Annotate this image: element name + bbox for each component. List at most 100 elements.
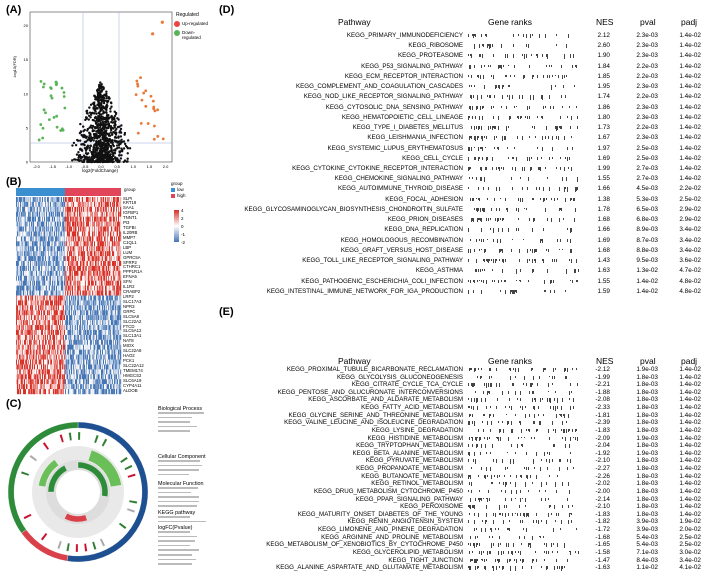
point-ns bbox=[95, 130, 97, 132]
point-ns bbox=[111, 141, 113, 143]
point-ns bbox=[73, 142, 75, 144]
point-ns bbox=[105, 91, 107, 93]
point-ns bbox=[129, 147, 131, 149]
point-ns bbox=[107, 123, 109, 125]
point-ns bbox=[82, 159, 84, 161]
point-ns bbox=[118, 131, 120, 133]
point-up bbox=[156, 135, 159, 138]
point-ns bbox=[112, 117, 114, 119]
point-ns bbox=[118, 154, 120, 156]
point-ns bbox=[97, 115, 99, 117]
point-ns bbox=[100, 99, 102, 101]
point-ns bbox=[99, 131, 101, 133]
volcano-ytick-label: 15 bbox=[24, 57, 29, 62]
heatmap-cell bbox=[120, 360, 121, 365]
volcano-xtick-label: -2.0 bbox=[33, 164, 41, 169]
volcano-ytick-label: 10 bbox=[24, 91, 29, 96]
point-ns bbox=[98, 151, 100, 153]
point-down bbox=[56, 126, 59, 129]
point-up bbox=[161, 21, 164, 24]
volcano-xtick-label: 1.0 bbox=[130, 164, 136, 169]
point-ns bbox=[102, 95, 104, 97]
point-ns bbox=[118, 160, 120, 162]
heatmap-cells bbox=[16, 197, 121, 394]
point-ns bbox=[83, 135, 85, 137]
volcano-ytick-label: 20 bbox=[24, 23, 29, 28]
point-ns bbox=[102, 160, 104, 162]
heatmap-cell bbox=[120, 276, 121, 281]
point-ns bbox=[106, 97, 108, 99]
heatmap-cell bbox=[120, 281, 121, 286]
point-ns bbox=[105, 111, 107, 113]
point-ns bbox=[82, 125, 84, 127]
point-ns bbox=[87, 152, 89, 154]
point-ns bbox=[120, 154, 122, 156]
volcano-xtick-label: -1.5 bbox=[49, 164, 57, 169]
point-ns bbox=[93, 136, 95, 138]
point-up bbox=[153, 138, 156, 141]
point-ns bbox=[86, 117, 88, 119]
point-ns bbox=[85, 152, 87, 154]
point-ns bbox=[114, 152, 116, 154]
point-ns bbox=[89, 137, 91, 139]
point-ns bbox=[110, 102, 112, 104]
point-ns bbox=[99, 91, 101, 93]
group-bar-high bbox=[65, 188, 121, 196]
point-ns bbox=[114, 124, 116, 126]
point-up bbox=[144, 105, 147, 108]
heatmap-cell bbox=[120, 291, 121, 296]
volcano-xtick-label: 2.0 bbox=[163, 164, 169, 169]
point-down bbox=[42, 86, 45, 89]
point-ns bbox=[120, 128, 122, 130]
point-ns bbox=[89, 111, 91, 113]
point-ns bbox=[95, 160, 97, 162]
point-ns bbox=[115, 137, 117, 139]
point-down bbox=[48, 118, 51, 121]
volcano-xlabel: log2(FoldChange) bbox=[82, 168, 118, 173]
point-ns bbox=[116, 144, 118, 146]
heatmap-cell bbox=[120, 222, 121, 227]
point-ns bbox=[96, 144, 98, 146]
point-ns bbox=[92, 129, 94, 131]
point-ns bbox=[91, 127, 93, 129]
point-ns bbox=[99, 135, 101, 137]
point-ns bbox=[89, 149, 91, 151]
heatmap-cell bbox=[120, 217, 121, 222]
point-up bbox=[135, 93, 138, 96]
point-ns bbox=[113, 131, 115, 133]
point-ns bbox=[98, 112, 100, 114]
point-ns bbox=[101, 128, 103, 130]
point-down bbox=[63, 91, 66, 94]
point-ns bbox=[102, 138, 104, 140]
point-ns bbox=[92, 125, 94, 127]
volcano-xtick-label: -1.0 bbox=[65, 164, 73, 169]
point-ns bbox=[98, 120, 100, 122]
point-ns bbox=[94, 150, 96, 152]
point-ns bbox=[120, 135, 122, 137]
point-ns bbox=[105, 145, 107, 147]
point-ns bbox=[98, 145, 100, 147]
heatmap-cell bbox=[120, 320, 121, 325]
point-ns bbox=[88, 132, 90, 134]
point-ns bbox=[98, 156, 100, 158]
volcano-points bbox=[38, 21, 165, 164]
point-ns bbox=[110, 129, 112, 131]
point-ns bbox=[109, 160, 111, 162]
point-ns bbox=[88, 126, 90, 128]
point-ns bbox=[109, 138, 111, 140]
point-up bbox=[136, 85, 139, 88]
heatmap-cell bbox=[120, 379, 121, 384]
point-ns bbox=[74, 158, 76, 160]
point-ns bbox=[92, 102, 94, 104]
point-ns bbox=[90, 145, 92, 147]
heatmap-cell bbox=[120, 355, 121, 360]
point-ns bbox=[96, 119, 98, 121]
point-down bbox=[40, 80, 43, 83]
heatmap-cell bbox=[120, 330, 121, 335]
point-ns bbox=[118, 125, 120, 127]
down-regulated-swatch bbox=[174, 30, 180, 36]
point-up bbox=[153, 125, 156, 128]
point-ns bbox=[102, 106, 104, 108]
point-up bbox=[150, 95, 153, 98]
